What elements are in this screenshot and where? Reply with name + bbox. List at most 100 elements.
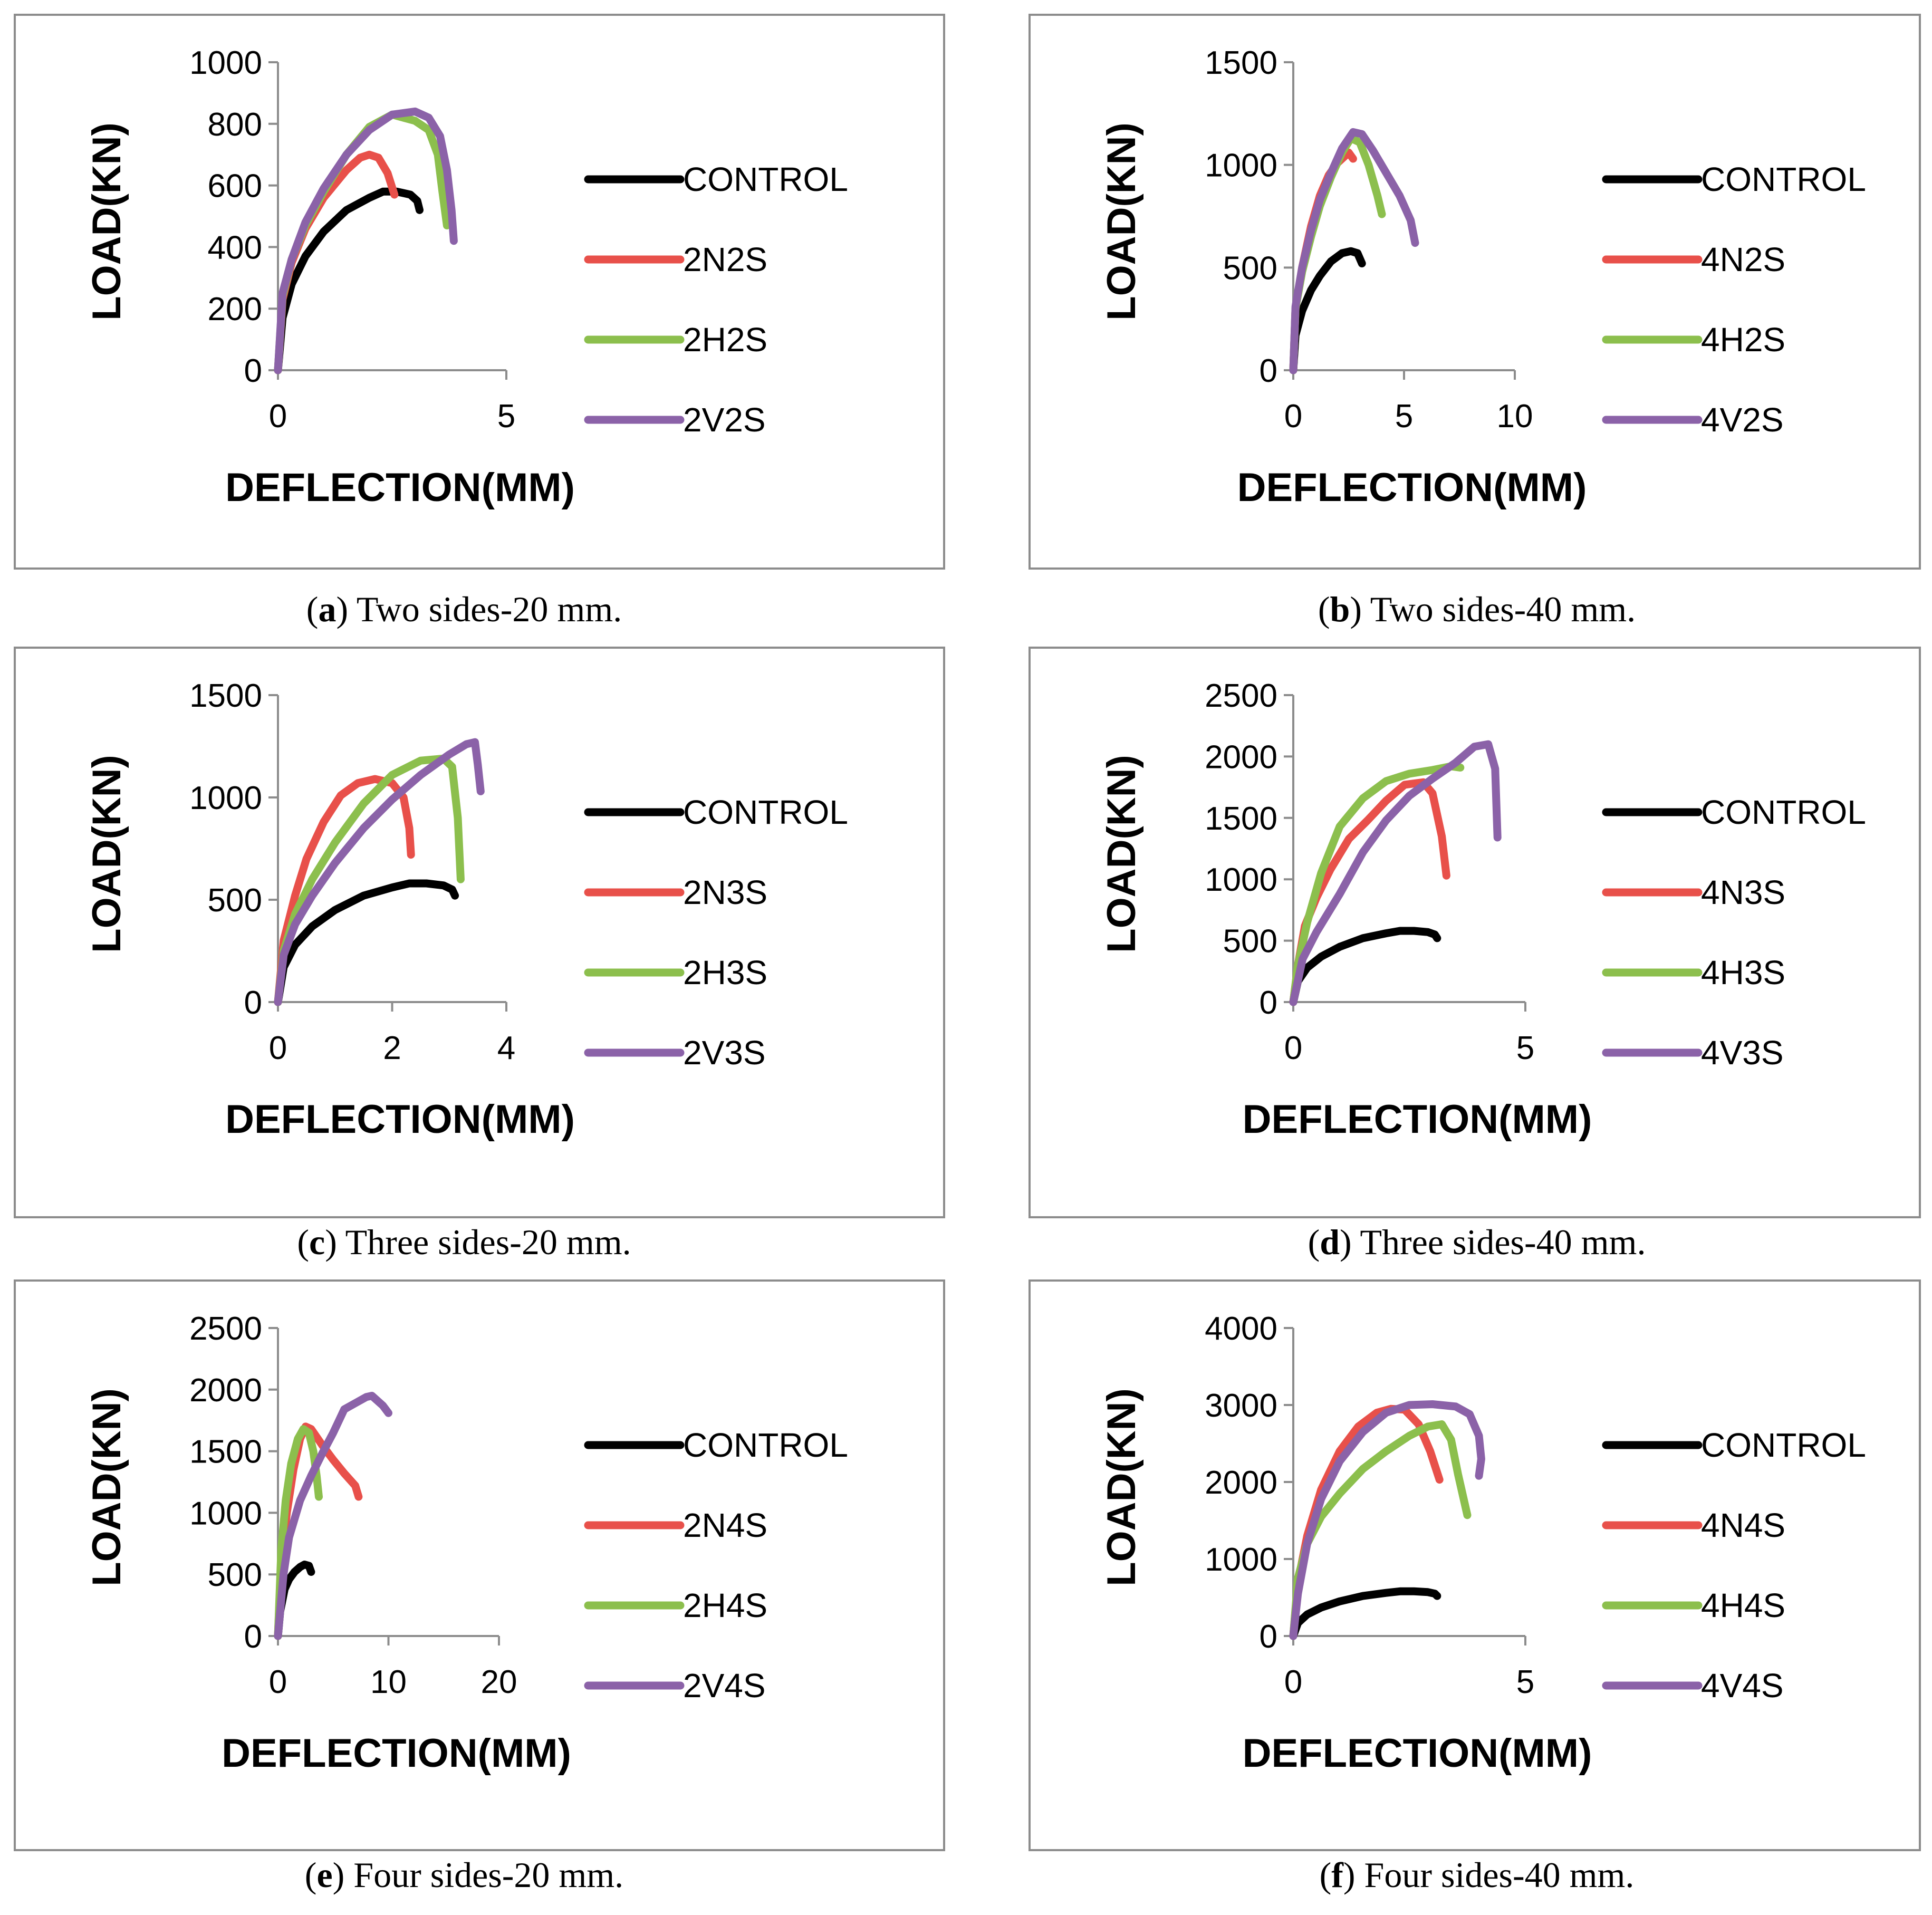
- x-axis-label: DEFLECTION(MM): [225, 465, 575, 510]
- y-tick-label: 0: [244, 985, 262, 1021]
- y-tick-label: 0: [1260, 985, 1277, 1021]
- y-tick-label: 0: [244, 1619, 262, 1655]
- chart-panel-e: 0 500 1000 1500 2000 2500 0 10 20 DEFLECTION(MM) L…: [14, 1279, 945, 1895]
- legend-label-2h3s: 2H3S: [683, 954, 767, 992]
- y-tick-label: 1000: [1205, 1542, 1277, 1578]
- x-tick-label: 0: [1284, 1664, 1302, 1700]
- y-tick-label: 1500: [189, 678, 262, 714]
- y-axis-label: LOAD(KN): [1099, 755, 1144, 953]
- legend-label-2n4s: 2N4S: [683, 1506, 767, 1544]
- x-tick-label: 0: [269, 1030, 287, 1066]
- chart-panel-d: 0 500 1000 1500 2000 2500 0 5 DEFLECTION(MM) LOAD…: [1029, 647, 1921, 1262]
- series-line-control: [1289, 1587, 1441, 1640]
- y-tick-label: 500: [208, 882, 262, 919]
- panel-caption: (e) Four sides-20 mm.: [305, 1855, 623, 1895]
- chart-panel-f: 0 1000 2000 3000 4000 0 5 DEFLECTION(MM) LOAD(KN…: [1029, 1279, 1921, 1895]
- x-axis-label: DEFLECTION(MM): [222, 1731, 571, 1776]
- y-tick-label: 800: [208, 107, 262, 143]
- y-axis-label: LOAD(KN): [1099, 122, 1144, 321]
- y-tick-label: 2500: [189, 1311, 262, 1347]
- x-tick-label: 4: [497, 1030, 515, 1066]
- series-line-4v2s: [1289, 128, 1419, 374]
- legend-label-4h4s: 4H4S: [1701, 1586, 1785, 1624]
- y-tick-label: 4000: [1205, 1311, 1277, 1347]
- panel-letter: f: [1331, 1855, 1344, 1895]
- y-tick-label: 2000: [189, 1372, 262, 1409]
- panel-caption: (d) Three sides-40 mm.: [1308, 1222, 1646, 1262]
- x-axis-label: DEFLECTION(MM): [1237, 465, 1587, 510]
- y-tick-label: 200: [208, 291, 262, 328]
- legend-label-4h3s: 4H3S: [1701, 954, 1785, 992]
- panel-frame: [14, 1279, 945, 1851]
- panel-letter: b: [1330, 589, 1350, 629]
- y-tick-label: 3000: [1205, 1388, 1277, 1424]
- legend-label-4v2s: 4V2S: [1701, 401, 1784, 439]
- legend-label-4n3s: 4N3S: [1701, 873, 1785, 911]
- series-line-control: [1289, 927, 1441, 1006]
- y-axis-label: LOAD(KN): [1099, 1388, 1144, 1586]
- panel-caption: (c) Three sides-20 mm.: [297, 1222, 631, 1262]
- legend-label-control: CONTROL: [683, 1426, 848, 1464]
- chart-panel-c: 0 500 1000 1500 0 2 4 DEFLECTION(MM) LOAD(KN) CON…: [14, 647, 945, 1262]
- x-tick-label: 0: [269, 1664, 287, 1700]
- panel-frame: [14, 14, 945, 570]
- panel-caption-text: ) Four sides-20 mm.: [333, 1855, 624, 1895]
- series-line-4h3s: [1289, 762, 1465, 1006]
- legend-label-2h2s: 2H2S: [683, 321, 767, 359]
- x-tick-label: 20: [481, 1664, 517, 1700]
- legend-label-4v3s: 4V3S: [1701, 1034, 1784, 1072]
- legend-label-2n3s: 2N3S: [683, 873, 767, 911]
- panel-caption-text: ) Three sides-40 mm.: [1340, 1222, 1646, 1262]
- legend-label-2v2s: 2V2S: [683, 401, 766, 439]
- series-line-2n3s: [274, 775, 415, 1006]
- y-tick-label: 2000: [1205, 1465, 1277, 1501]
- series-line-2v3s: [274, 738, 485, 1006]
- x-tick-label: 2: [383, 1030, 401, 1066]
- y-tick-label: 0: [1260, 353, 1277, 389]
- y-tick-label: 500: [1223, 923, 1277, 960]
- legend-label-4n4s: 4N4S: [1701, 1506, 1785, 1544]
- x-axis-label: DEFLECTION(MM): [1243, 1097, 1592, 1142]
- chart-panel-b: 0 500 1000 1500 0 5 10 DEFLECTION(MM) LOAD(KN) CO…: [1029, 14, 1921, 629]
- panel-frame: [1029, 647, 1921, 1218]
- panel-letter: e: [316, 1855, 332, 1895]
- x-tick-label: 0: [1284, 1030, 1302, 1066]
- panel-caption: (f) Four sides-40 mm.: [1320, 1855, 1635, 1895]
- panel-letter: c: [309, 1222, 325, 1262]
- panel-caption-text: ) Four sides-40 mm.: [1343, 1855, 1635, 1895]
- x-tick-label: 0: [1284, 398, 1302, 435]
- y-tick-label: 400: [208, 229, 262, 266]
- panel-frame: [1029, 14, 1921, 570]
- legend-label-2h4s: 2H4S: [683, 1586, 767, 1624]
- chart-panel-a: 0 200 400 600 800 1000 0 5 DEFLECTION(MM) LOAD(KN…: [14, 14, 945, 629]
- y-axis-label: LOAD(KN): [84, 122, 129, 321]
- y-tick-label: 1500: [1205, 801, 1277, 837]
- x-tick-label: 5: [1516, 1664, 1534, 1700]
- y-tick-label: 1500: [1205, 45, 1277, 81]
- x-tick-label: 5: [497, 398, 515, 435]
- y-tick-label: 1500: [189, 1434, 262, 1470]
- legend-label-4h2s: 4H2S: [1701, 321, 1785, 359]
- y-tick-label: 1000: [189, 45, 262, 81]
- y-axis-label: LOAD(KN): [84, 1388, 129, 1586]
- y-tick-label: 1000: [1205, 148, 1277, 184]
- series-line-2n2s: [274, 150, 399, 374]
- series-line-control: [274, 879, 459, 1006]
- y-axis-label: LOAD(KN): [84, 755, 129, 953]
- legend-label-2v4s: 2V4S: [683, 1667, 766, 1705]
- y-tick-label: 600: [208, 168, 262, 205]
- panel-caption-text: ) Two sides-20 mm.: [336, 589, 622, 629]
- series-line-4v4s: [1289, 1400, 1485, 1640]
- legend-label-2v3s: 2V3S: [683, 1034, 766, 1072]
- y-tick-label: 0: [244, 353, 262, 389]
- legend-label-control: CONTROL: [1701, 160, 1866, 198]
- series-line-2v4s: [274, 1392, 392, 1640]
- y-tick-label: 0: [1260, 1619, 1277, 1655]
- legend-label-control: CONTROL: [1701, 1426, 1866, 1464]
- y-tick-label: 500: [1223, 250, 1277, 286]
- y-tick-label: 2000: [1205, 739, 1277, 775]
- legend-label-4v4s: 4V4S: [1701, 1667, 1784, 1705]
- y-tick-label: 1000: [189, 780, 262, 816]
- panel-frame: [1029, 1279, 1921, 1851]
- panel-letter: d: [1320, 1222, 1340, 1262]
